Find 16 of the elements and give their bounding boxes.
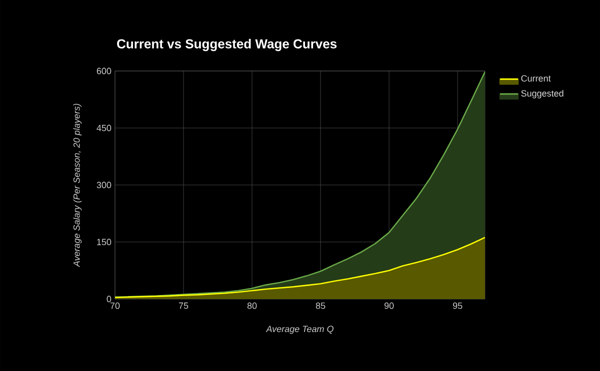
y-tick-label: 300 <box>96 182 112 188</box>
y-tick-label: 0 <box>106 296 112 302</box>
chart-title: Current vs Suggested Wage Curves <box>117 38 337 52</box>
y-tick-label: 450 <box>96 124 112 132</box>
y-axis-title: Average Salary (Per Season, 20 players) <box>73 104 82 268</box>
x-tick-label: 95 <box>453 302 462 309</box>
legend-label: Current <box>521 75 551 82</box>
x-tick-label: 90 <box>384 302 394 309</box>
y-tick-label: 600 <box>96 68 112 74</box>
x-tick-label: 70 <box>110 302 120 309</box>
y-tick-label: 150 <box>97 238 112 246</box>
x-tick-label: 80 <box>247 302 257 309</box>
x-tick-label: 85 <box>316 302 326 309</box>
x-tick-label: 75 <box>178 302 188 309</box>
legend-label: Suggested <box>521 90 564 98</box>
x-axis-title: Average Team Q <box>266 326 334 334</box>
